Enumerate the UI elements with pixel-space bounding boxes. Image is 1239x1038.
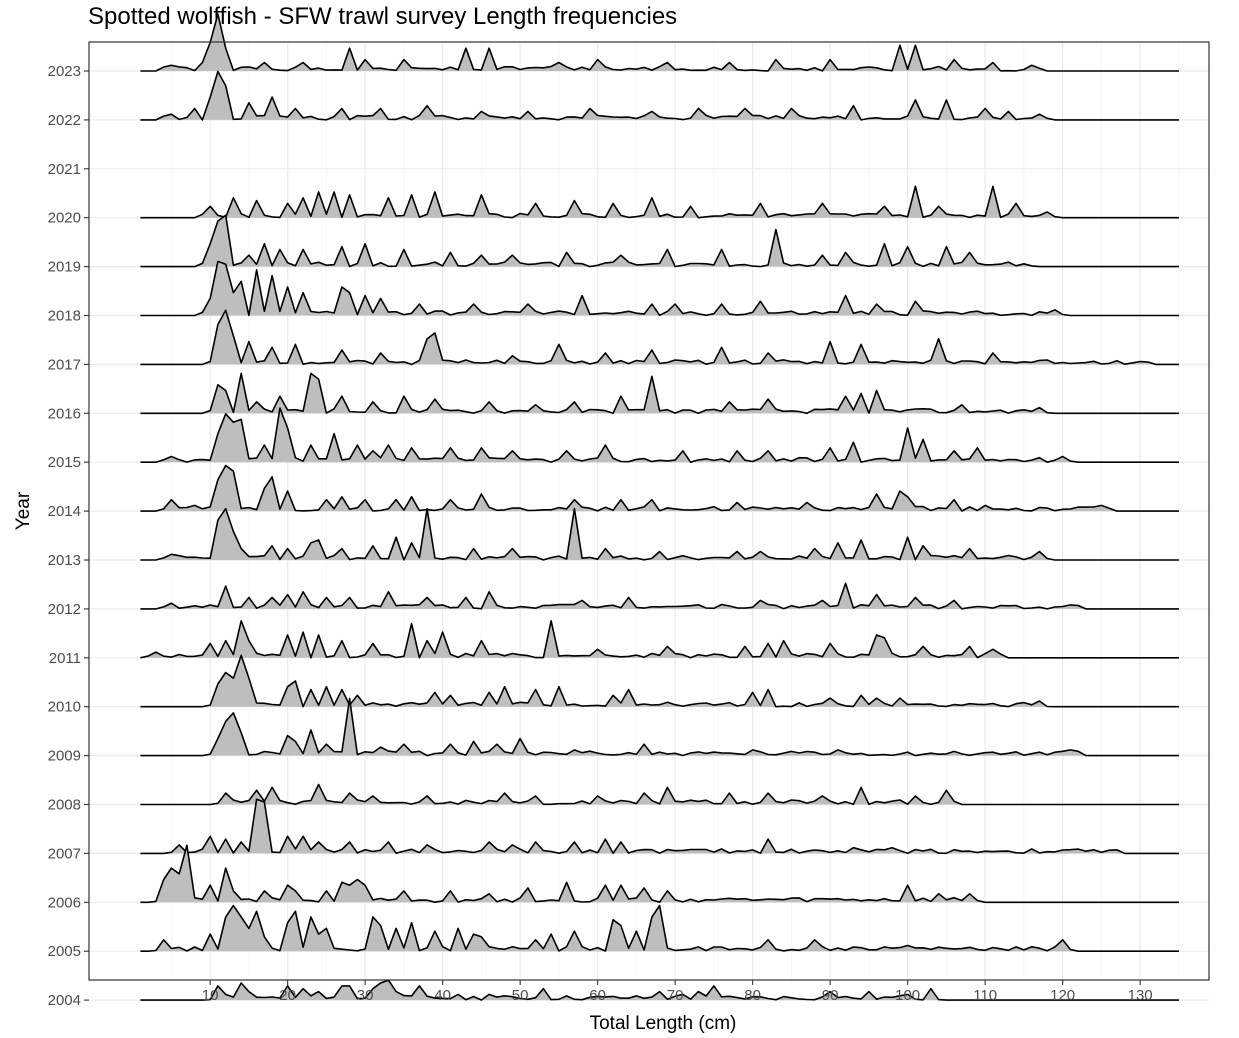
y-tick-label-2020: 2020: [48, 210, 81, 227]
ridge-line-2013: [140, 507, 1179, 561]
ridge-line-2005: [140, 904, 1179, 952]
ridge-area-2014: [140, 465, 1179, 512]
y-tick-label-2016: 2016: [48, 405, 81, 422]
x-tick-label-90: 90: [822, 987, 839, 1004]
ridge-area-2004: [140, 980, 1179, 1001]
ridge-2017: [140, 309, 1179, 366]
ridge-2009: [140, 697, 1179, 757]
y-tick-label-2006: 2006: [48, 894, 81, 911]
y-tick-label-2023: 2023: [48, 63, 81, 80]
ridge-2013: [140, 507, 1179, 561]
y-tick-label-2015: 2015: [48, 454, 81, 471]
x-tick-label-20: 20: [279, 987, 296, 1004]
y-tick-label-2018: 2018: [48, 308, 81, 325]
ridge-line-2007: [140, 798, 1179, 855]
y-tick-label-2007: 2007: [48, 845, 81, 862]
y-tick-label-2009: 2009: [48, 748, 81, 765]
ridge-line-2004: [140, 979, 1179, 1001]
ridge-area-2009: [140, 698, 1179, 756]
ridge-line-2023: [140, 13, 1179, 72]
x-tick-label-70: 70: [667, 987, 684, 1004]
ridge-2007: [140, 798, 1179, 855]
x-tick-label-130: 130: [1128, 987, 1153, 1004]
ridge-line-2010: [140, 654, 1179, 708]
chart-title: Spotted wolffish - SFW trawl survey Leng…: [88, 3, 678, 30]
ridge-line-2011: [140, 620, 1179, 659]
y-tick-label-2014: 2014: [48, 503, 81, 520]
ridge-2020: [140, 185, 1179, 219]
ridge-2023: [140, 13, 1179, 72]
y-tick-label-2010: 2010: [48, 699, 81, 716]
y-tick-label-2011: 2011: [49, 650, 81, 667]
ridge-2012: [140, 582, 1179, 610]
ridge-2006: [140, 844, 1179, 904]
ridge-area-2017: [140, 310, 1179, 365]
ridge-area-2016: [140, 373, 1179, 414]
ridge-line-2006: [140, 844, 1179, 904]
ridge-line-2015: [140, 407, 1179, 463]
x-tick-label-120: 120: [1050, 987, 1075, 1004]
ridge-line-2020: [140, 185, 1179, 219]
y-axis: 2023 2022 2021 2020 2019 2018 2017 2016 2015 2014…: [48, 63, 89, 1009]
ridge-line-2017: [140, 309, 1179, 366]
ridge-area-2011: [140, 620, 1179, 658]
ridge-2016: [140, 372, 1179, 415]
ridge-2011: [140, 620, 1179, 659]
ridge-area-2013: [140, 508, 1179, 560]
ridge-line-2022: [140, 70, 1179, 121]
x-tick-label-110: 110: [973, 987, 997, 1004]
ridge-area-2022: [140, 71, 1179, 120]
ridge-series: [140, 13, 1179, 1001]
ridge-area-2015: [140, 408, 1179, 463]
ridge-area-2008: [140, 784, 1179, 805]
y-tick-label-2022: 2022: [48, 112, 81, 129]
y-tick-label-2004: 2004: [48, 992, 81, 1009]
ridge-2004: [140, 979, 1179, 1001]
x-tick-label-50: 50: [512, 987, 529, 1004]
y-tick-label-2012: 2012: [48, 601, 81, 618]
ridge-line-2008: [140, 783, 1179, 806]
x-tick-label-100: 100: [895, 987, 920, 1004]
ridge-line-2018: [140, 260, 1179, 317]
y-tick-label-2019: 2019: [48, 259, 81, 276]
y-axis-title: Year: [13, 491, 34, 530]
ridge-2015: [140, 407, 1179, 463]
ridge-area-2019: [140, 215, 1179, 267]
x-axis: 10 20 30 40 50 60 70 80 90 100 110 120 130: [202, 980, 1153, 1004]
ridge-line-2012: [140, 582, 1179, 610]
x-axis-title: Total Length (cm): [590, 1013, 737, 1034]
ridge-line-2019: [140, 214, 1179, 268]
ridge-line-2009: [140, 697, 1179, 757]
x-tick-label-80: 80: [744, 987, 761, 1004]
x-tick-label-40: 40: [434, 987, 451, 1004]
ridge-2008: [140, 783, 1179, 806]
ridge-2010: [140, 654, 1179, 708]
grid-lines: [89, 42, 1209, 1001]
ridge-2019: [140, 214, 1179, 268]
ridge-2022: [140, 70, 1179, 121]
y-tick-label-2008: 2008: [48, 797, 81, 814]
ridge-2014: [140, 464, 1179, 512]
y-tick-label-2013: 2013: [48, 552, 81, 569]
ridge-area-2007: [140, 799, 1179, 854]
ridge-area-2020: [140, 186, 1179, 218]
x-tick-label-60: 60: [589, 987, 606, 1004]
y-tick-label-2005: 2005: [48, 943, 81, 960]
y-tick-label-2017: 2017: [48, 356, 81, 373]
x-tick-label-30: 30: [357, 987, 374, 1004]
ridge-area-2010: [140, 655, 1179, 707]
ridge-2018: [140, 260, 1179, 317]
ridge-line-2014: [140, 464, 1179, 512]
ridge-line-2016: [140, 372, 1179, 415]
x-tick-label-10: 10: [202, 987, 219, 1004]
y-tick-label-2021: 2021: [48, 161, 81, 178]
ridge-area-2018: [140, 261, 1179, 316]
ridge-2005: [140, 904, 1179, 952]
